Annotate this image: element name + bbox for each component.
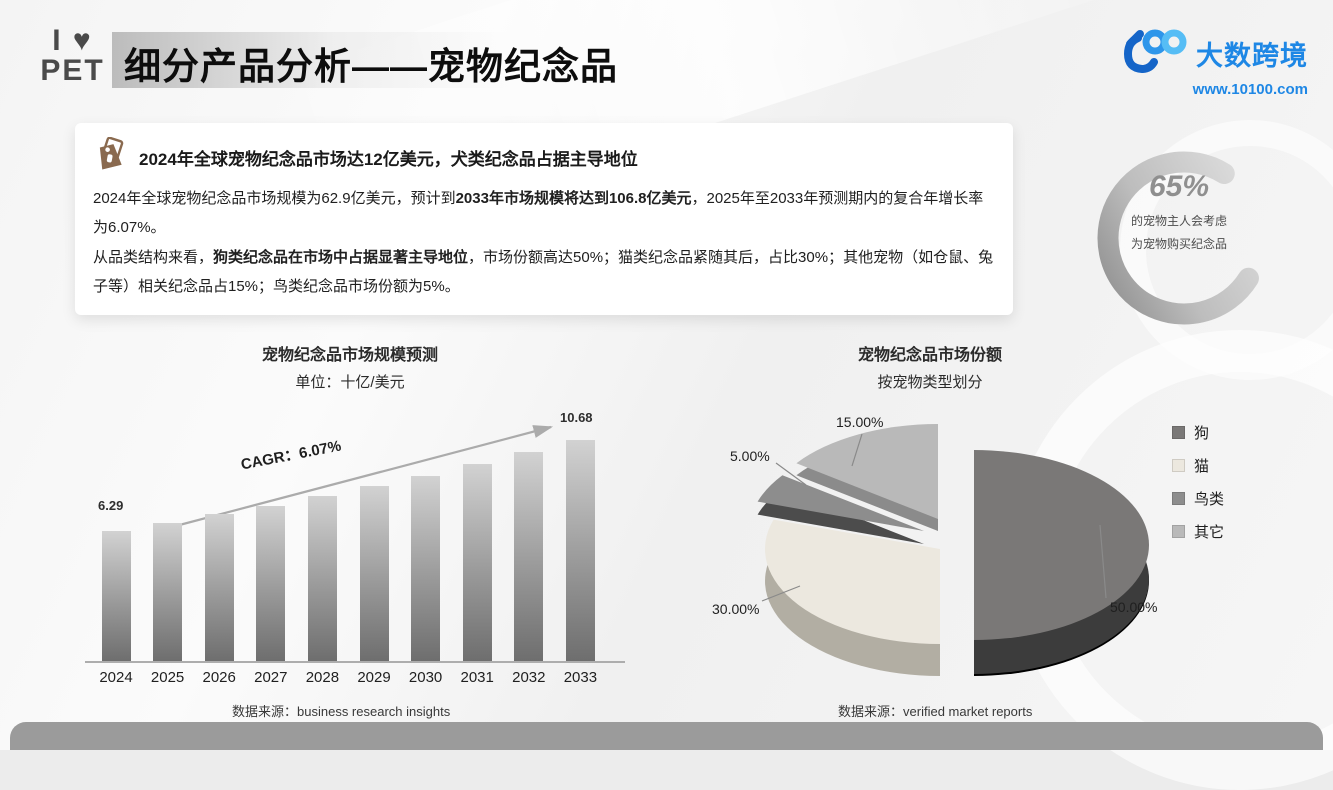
bar-2033 bbox=[565, 440, 595, 661]
bar-chart-title: 宠物纪念品市场规模预测 bbox=[261, 347, 438, 364]
bar-2024 bbox=[101, 531, 131, 661]
stat-value: 65% bbox=[1148, 170, 1210, 203]
pie-legend: 狗猫鸟类 其它 bbox=[1172, 416, 1224, 548]
stat-desc-line2: 为宠物购买纪念品 bbox=[1130, 236, 1227, 251]
title-band bbox=[112, 32, 512, 88]
x-tick-label: 2024 bbox=[99, 669, 133, 686]
x-tick-label: 2028 bbox=[305, 669, 340, 686]
legend-label: 其它 bbox=[1194, 524, 1225, 541]
brand-url: www.10100.com bbox=[1192, 81, 1308, 98]
stat-desc-line1: 的宠物主人会考虑 bbox=[1130, 214, 1227, 228]
summary-paragraph-2: 从品类结构来看，狗类纪念品在市场中占据显著主导地位，市场份额高达50%；猫类纪念… bbox=[93, 248, 994, 295]
last-bar-value: 10.68 bbox=[560, 410, 593, 425]
legend-item-猫: 猫 bbox=[1172, 449, 1224, 482]
pie-chart: 50.00% 30.00% 5.00% 15.00% bbox=[712, 414, 1157, 676]
pie-chart-subtitle: 按宠物类型划分 bbox=[877, 374, 983, 391]
leader-line-cat bbox=[761, 585, 801, 602]
summary-paragraph-1: 2024年全球宠物纪念品市场规模为62.9亿美元，预计到2033年市场规模将达到… bbox=[93, 190, 984, 237]
pie-slice-bird bbox=[757, 475, 924, 544]
x-tick-label: 2032 bbox=[512, 669, 546, 686]
pie-chart-title: 宠物纪念品市场份额 bbox=[857, 347, 1002, 364]
bar-chart-source: 数据来源：business research insights bbox=[232, 704, 451, 719]
bar-chart-subtitle: 单位：十亿/美元 bbox=[295, 374, 405, 391]
brand-block: 大数跨境 www.10100.com bbox=[1058, 28, 1308, 98]
donut-arc bbox=[1097, 151, 1271, 325]
pie-slice-other bbox=[796, 424, 938, 531]
legend-item-其它: 其它 bbox=[1172, 515, 1224, 548]
pie-label-bird: 5.00% bbox=[730, 448, 770, 464]
summary-body: 2024年全球宠物纪念品市场规模为62.9亿美元，预计到2033年市场规模将达到… bbox=[93, 184, 995, 301]
footer-bar bbox=[10, 722, 1323, 750]
x-tick-label: 2030 bbox=[408, 669, 443, 686]
cagr-label: CAGR：6.07% bbox=[239, 437, 343, 474]
ipet-logo-top: I ♥ bbox=[52, 24, 93, 57]
bar-2025 bbox=[153, 523, 183, 661]
pie-slice-cat bbox=[765, 519, 940, 676]
price-tag-icon bbox=[93, 136, 129, 178]
bar-2031 bbox=[462, 464, 492, 661]
legend-swatch bbox=[1172, 492, 1185, 505]
leader-line-bird bbox=[775, 462, 807, 486]
leader-line-other bbox=[851, 433, 863, 467]
pie-label-dog: 50.00% bbox=[1110, 599, 1157, 615]
pie-label-cat: 30.00% bbox=[712, 601, 759, 617]
ipet-logo-bottom: PET bbox=[40, 54, 105, 87]
bar-2027 bbox=[256, 506, 286, 661]
leader-line-dog bbox=[1099, 524, 1107, 599]
bar-2030 bbox=[411, 476, 441, 661]
summary-heading: 2024年全球宠物纪念品市场达12亿美元，犬类纪念品占据主导地位 bbox=[139, 150, 638, 169]
x-tick-label: 2026 bbox=[202, 669, 236, 686]
bar-2032 bbox=[514, 452, 544, 661]
bar-2028 bbox=[307, 496, 337, 661]
bar-2029 bbox=[359, 486, 389, 661]
ipet-logo: I ♥ PET bbox=[30, 26, 115, 86]
pie-label-other: 15.00% bbox=[836, 414, 883, 430]
legend-swatch bbox=[1172, 525, 1185, 538]
legend-swatch bbox=[1172, 459, 1185, 472]
legend-label: 猫 bbox=[1194, 458, 1210, 475]
page-title: 细分产品分析——宠物纪念品 bbox=[124, 46, 618, 87]
pie-slice-dog bbox=[974, 450, 1149, 676]
brand-name: 大数跨境 bbox=[1196, 41, 1308, 71]
stat-donut: 65% 的宠物主人会考虑 为宠物购买纪念品 bbox=[1066, 142, 1306, 347]
pie-chart-source: 数据来源：verified market reports bbox=[838, 704, 1033, 719]
brand-100-logo-icon bbox=[1123, 28, 1188, 79]
x-axis-line bbox=[85, 661, 625, 663]
legend-swatch bbox=[1172, 426, 1185, 439]
bar-chart: CAGR：6.07% 6.29 10.68 2024 2025 2026 2027 20… bbox=[85, 400, 633, 695]
summary-card: 2024年全球宠物纪念品市场达12亿美元，犬类纪念品占据主导地位 2024年全球… bbox=[75, 123, 1013, 315]
x-tick-label: 2031 bbox=[460, 669, 494, 686]
legend-item-狗: 狗 bbox=[1172, 416, 1224, 449]
x-tick-label: 2027 bbox=[254, 669, 288, 686]
legend-item-鸟类: 鸟类 bbox=[1172, 482, 1224, 515]
first-bar-value: 6.29 bbox=[98, 498, 124, 513]
x-tick-label: 2033 bbox=[563, 669, 598, 686]
bar-2026 bbox=[204, 514, 234, 661]
x-tick-label: 2025 bbox=[150, 669, 185, 686]
legend-label: 鸟类 bbox=[1194, 491, 1225, 508]
x-tick-label: 2029 bbox=[357, 669, 391, 686]
legend-label: 狗 bbox=[1194, 425, 1210, 442]
